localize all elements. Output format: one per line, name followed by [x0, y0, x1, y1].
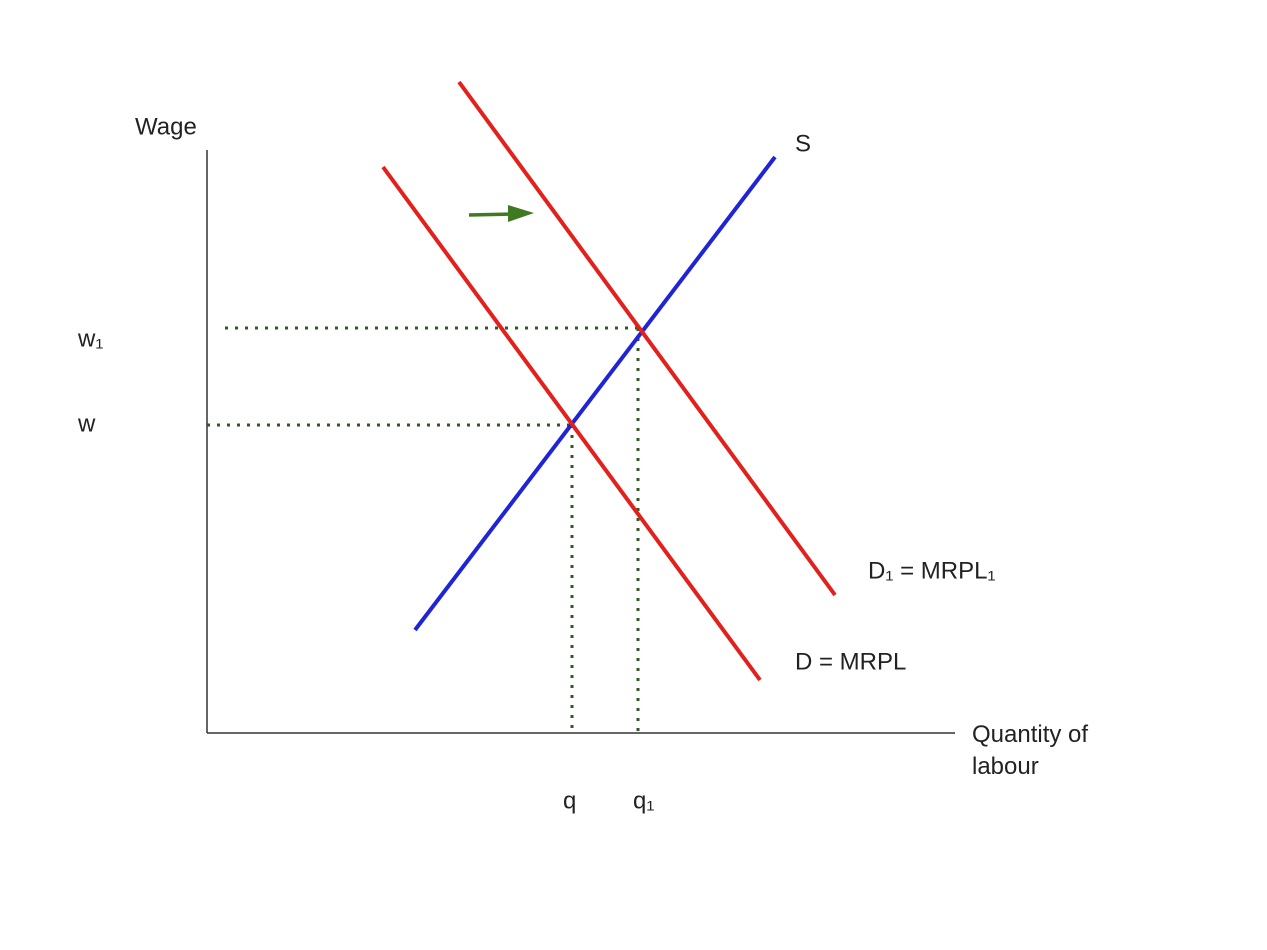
demand-curve-new	[457, 80, 837, 597]
supply-curve	[413, 155, 777, 632]
quantity-new-label: q₁	[633, 787, 654, 814]
demand-curve	[381, 165, 762, 682]
quantity-label: q	[563, 787, 576, 814]
demand-label: D = MRPL	[795, 648, 906, 675]
demand-new-label: D₁ = MRPL₁	[868, 557, 996, 584]
shift-arrow	[468, 212, 513, 217]
wage-new-label: w₁	[77, 325, 103, 352]
shift-arrow-head	[508, 205, 534, 222]
x-axis-label: Quantity of labour	[972, 721, 1089, 780]
wage-label: w	[77, 410, 96, 437]
y-axis-label: Wage	[135, 113, 197, 140]
supply-label: S	[795, 130, 811, 157]
